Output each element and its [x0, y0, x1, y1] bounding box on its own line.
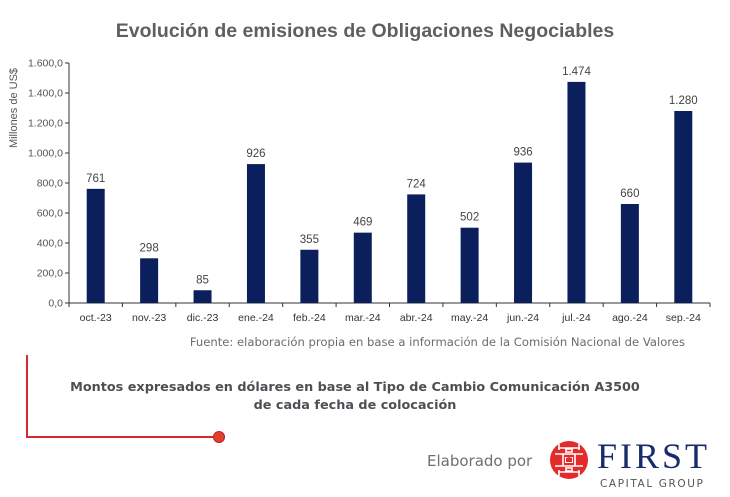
- bar-ago.-24: [620, 204, 639, 303]
- x-tick-label: sep.-24: [666, 312, 701, 324]
- x-tick-label: mar.-24: [345, 312, 381, 324]
- x-tick-label: dic.-23: [187, 312, 219, 324]
- data-label: 1.474: [562, 66, 591, 78]
- data-labels: 761 298 85 926 355 469 724 502 936 1.474 660 1.280: [86, 66, 698, 286]
- brand-subtitle: CAPITAL GROUP: [600, 478, 705, 490]
- x-tick-label: jun.-24: [506, 312, 539, 324]
- y-tick-label: 600,0: [37, 208, 63, 220]
- y-tick-label: 1.400,0: [28, 88, 63, 100]
- y-tick-label: 1.600,0: [28, 58, 63, 70]
- bar-ene.-24: [246, 164, 265, 303]
- y-tick-label: 1.200,0: [28, 118, 63, 130]
- chart-title: Evolución de emisiones de Obligaciones N…: [115, 20, 615, 42]
- bar-feb.-24: [300, 249, 319, 303]
- decorative-bracket-vertical: [26, 355, 28, 438]
- axes: 0,0 200,0 400,0 600,0 800,0 1.000,0 1.200,0 1.4…: [28, 58, 711, 324]
- x-tick-label: oct.-23: [80, 312, 112, 324]
- bar-jul.-24: [567, 81, 586, 304]
- data-label: 298: [140, 242, 159, 254]
- x-tick-label: feb.-24: [293, 312, 326, 324]
- x-tick-label: abr.-24: [400, 312, 433, 324]
- data-label: 1.280: [669, 95, 698, 107]
- y-tick-label: 200,0: [37, 268, 63, 280]
- x-tick-label: ago.-24: [612, 312, 648, 324]
- brand-name: FIRST: [597, 436, 711, 476]
- data-label: 724: [407, 178, 427, 190]
- y-tick-label: 0,0: [48, 298, 63, 310]
- data-label: 355: [300, 234, 319, 246]
- bar-sep.-24: [674, 111, 693, 303]
- x-tick-label: nov.-23: [132, 312, 166, 324]
- currency-note-line-1: Montos expresados en dólares en base al …: [70, 380, 640, 395]
- currency-note-line-2: de cada fecha de colocación: [253, 398, 457, 413]
- x-tick-label: may.-24: [451, 312, 488, 324]
- y-tick-label: 400,0: [37, 238, 63, 250]
- data-label: 926: [246, 148, 265, 160]
- x-tick-label: ene.-24: [238, 312, 274, 324]
- bar-abr.-24: [407, 194, 426, 303]
- data-label: 469: [353, 217, 372, 229]
- bar-jun.-24: [514, 162, 533, 303]
- credit-label: Elaborado por: [427, 452, 533, 470]
- bar-chart: 0,0 200,0 400,0 600,0 800,0 1.000,0 1.200,0 1.4…: [8, 58, 711, 324]
- y-tick-label: 800,0: [37, 178, 63, 190]
- x-tick-label: jul.-24: [561, 312, 591, 324]
- data-label: 502: [460, 212, 479, 224]
- currency-note: Montos expresados en dólares en base al …: [60, 379, 650, 415]
- bars: [86, 81, 693, 304]
- bar-mar.-24: [353, 232, 372, 303]
- y-axis-label: Millones de US$: [8, 68, 20, 148]
- data-label: 85: [196, 274, 209, 286]
- data-label: 660: [620, 188, 639, 200]
- source-note: Fuente: elaboración propia en base a inf…: [189, 335, 685, 349]
- bar-dic.-23: [193, 290, 212, 303]
- decorative-bracket-dot: [213, 431, 225, 443]
- bar-may.-24: [460, 227, 479, 303]
- y-tick-label: 1.000,0: [28, 148, 63, 160]
- bar-oct.-23: [86, 188, 105, 303]
- data-label: 761: [86, 173, 105, 185]
- first-capital-logo-icon: [550, 441, 588, 479]
- data-label: 936: [513, 147, 532, 159]
- bar-nov.-23: [140, 258, 159, 303]
- decorative-bracket-horizontal: [26, 436, 218, 438]
